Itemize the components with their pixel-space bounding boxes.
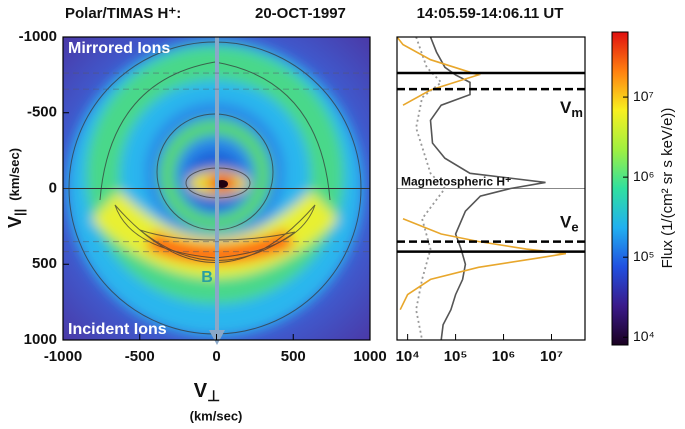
hline-label-main: V [560,213,572,232]
hline-label: Vm [560,99,583,121]
x-label-sub: ⊥ [207,388,220,405]
y-tick-label: 0 [49,179,57,196]
colorbar-tick-label: 10⁴ [633,328,655,344]
hline-label-sub: m [571,106,583,121]
x-tick-label: 10⁵ [444,348,468,365]
colorbar [611,31,629,346]
x-label: V⊥ [194,380,220,405]
x-tick-label: -500 [125,348,155,365]
x-tick-label: 10⁷ [540,348,563,365]
x-tick-label: 10⁴ [396,348,420,365]
series-line [429,37,546,340]
y-tick-label: 1000 [24,331,57,348]
plot-frame [62,36,371,341]
annotation: Magnetospheric H⁺ [401,175,511,189]
x-tick-label: 1000 [353,348,386,365]
colorbar-tick-label: 10⁶ [633,168,654,184]
series-line [399,218,567,311]
y-label-sub: || [12,209,27,216]
plot-area [397,37,585,340]
y-tick-label: 500 [32,255,57,272]
x-tick-label: -1000 [44,348,82,365]
field-label: B [201,269,213,286]
date: 20-OCT-1997 [255,5,346,22]
x-unit: (km/sec) [190,408,243,423]
y-unit: (km/sec) [7,148,22,201]
time-range: 14:05.59-14:06.11 UT [417,5,564,22]
x-tick-label: 0 [212,348,220,365]
hline-label-sub: e [571,220,578,235]
colorbar-tick-label: 10⁷ [633,88,654,104]
colorbar-tick-label: 10⁵ [633,248,654,264]
x-tick-label: 500 [281,348,306,365]
x-label-main: V [194,380,208,402]
x-tick-label: 10⁶ [492,348,516,365]
hline-label: Ve [560,213,579,235]
plot-frame [396,36,586,341]
y-label-main: V [5,216,25,228]
y-tick-label: -500 [27,104,57,121]
title: Polar/TIMAS H⁺: [65,5,181,22]
y-label: V|| (km/sec) [5,148,28,228]
y-tick-label: -1000 [19,28,57,45]
colorbar-label: Flux (1/(cm² sr s keV/e)) [659,108,676,269]
annotation: Incident Ions [68,321,167,338]
hline-label-main: V [560,99,572,118]
series-line [415,37,447,340]
annotation: Mirrored Ions [68,40,170,57]
